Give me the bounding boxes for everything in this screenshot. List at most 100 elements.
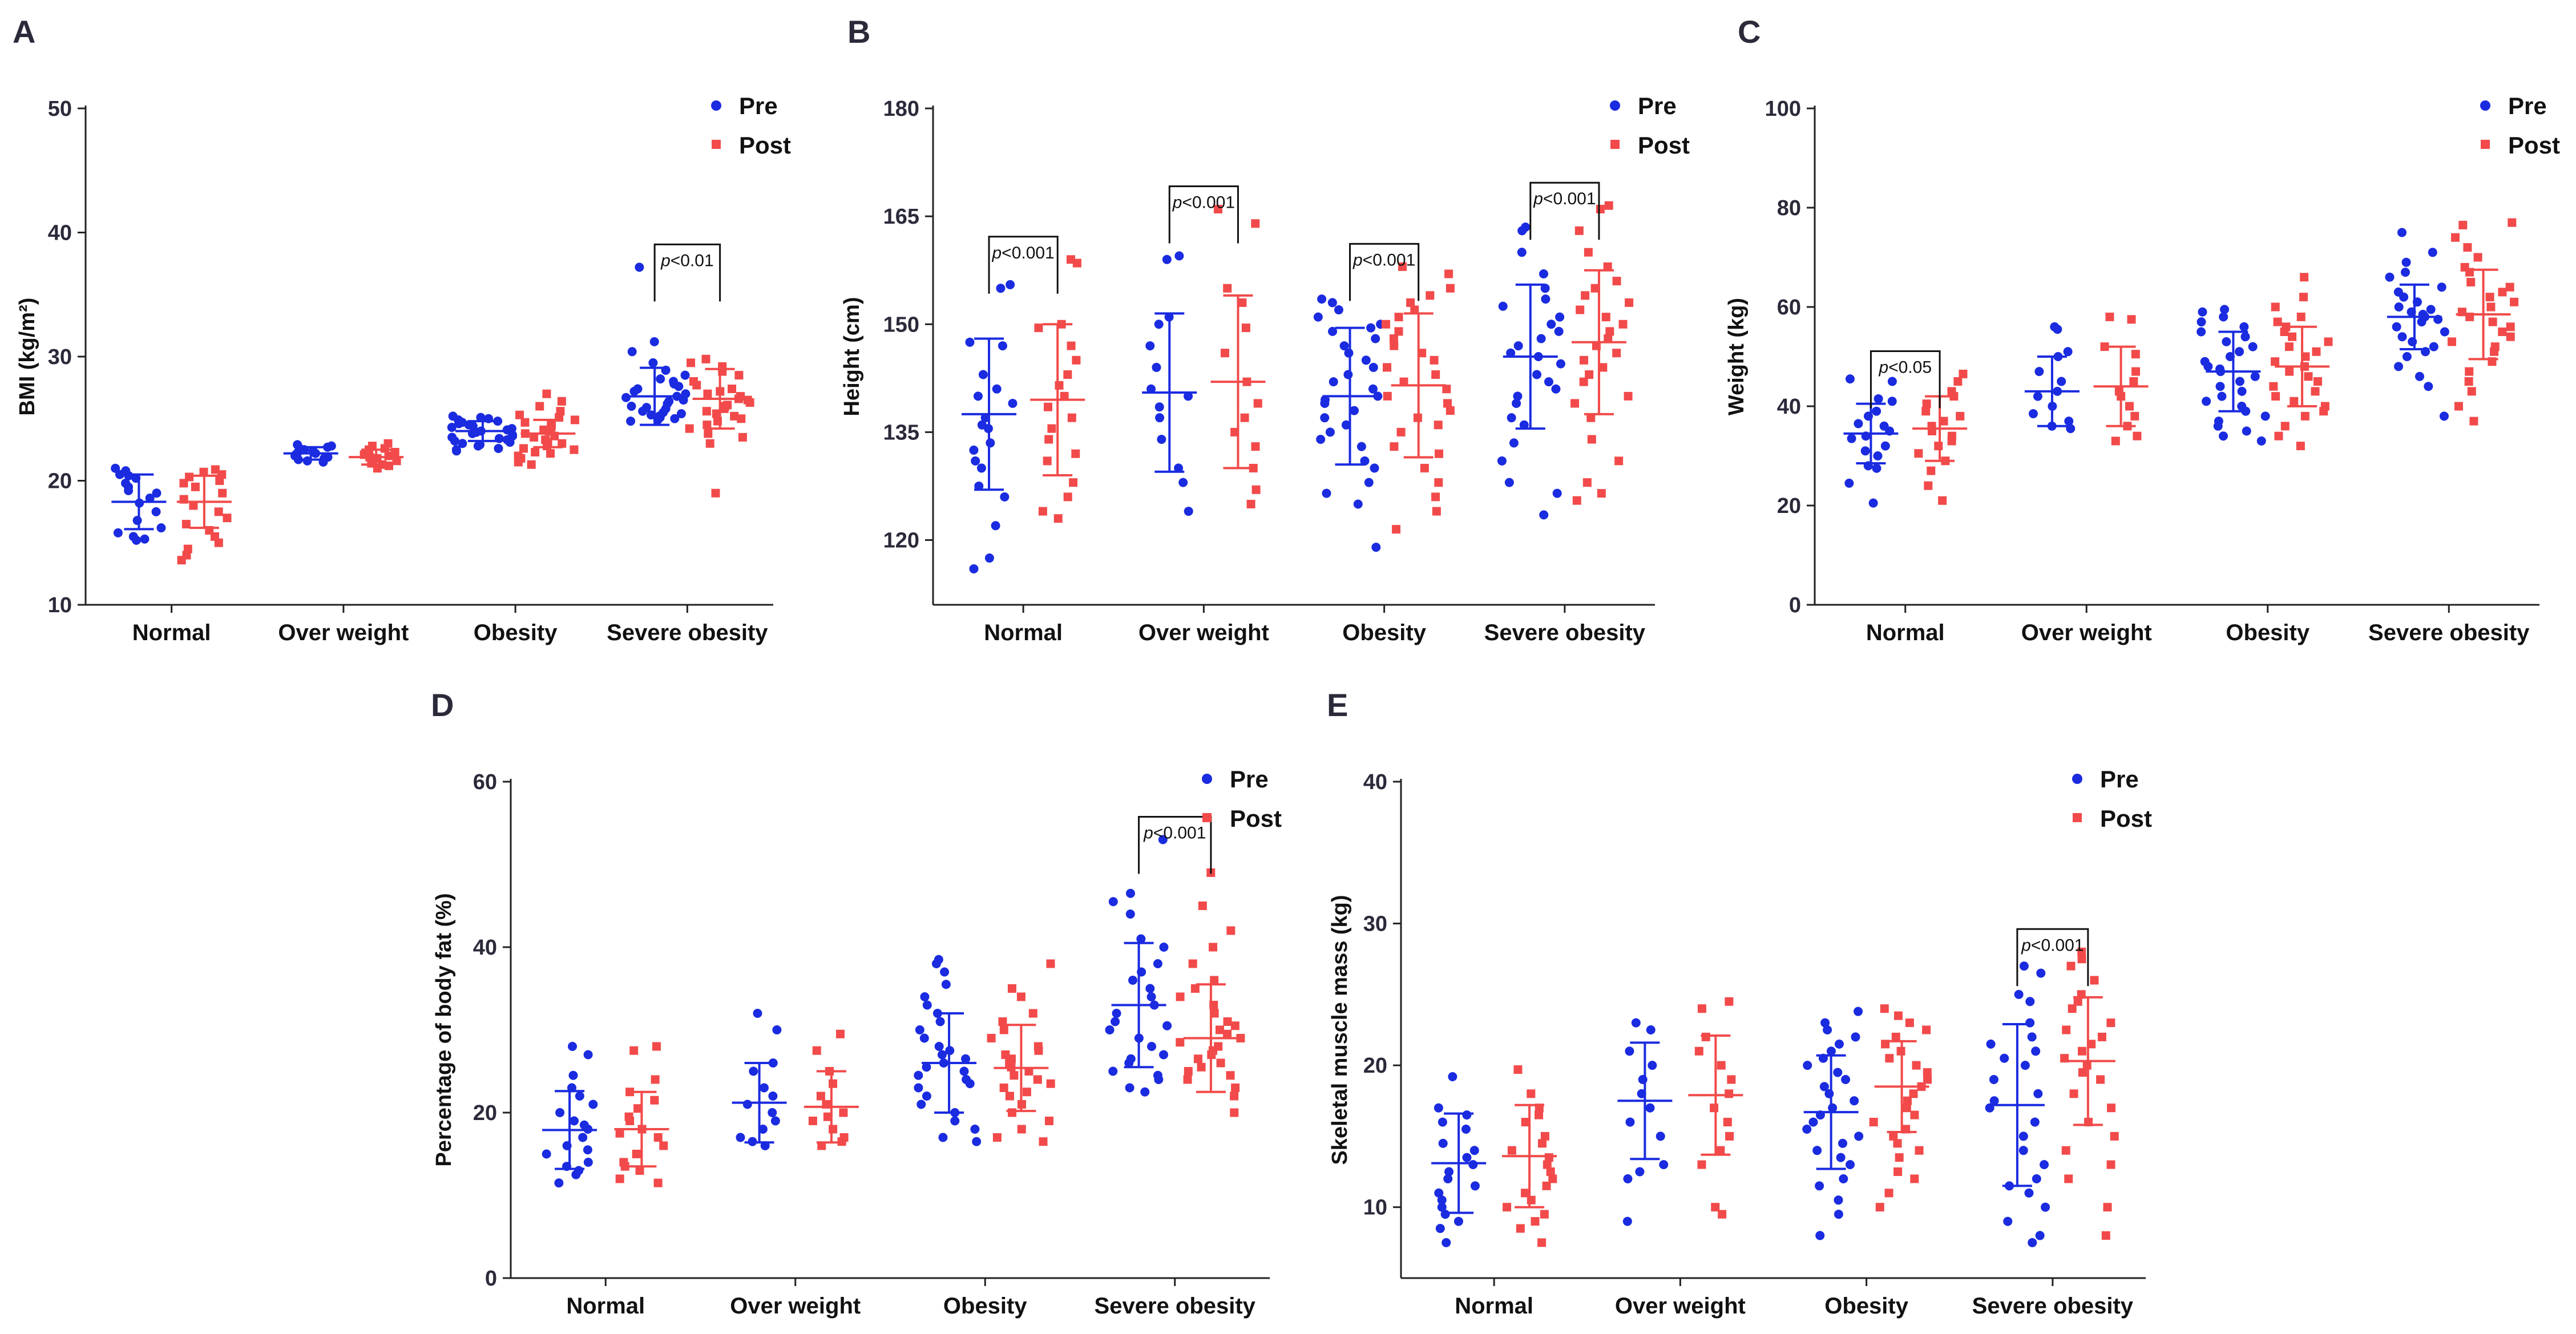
data-point-pre bbox=[1158, 835, 1168, 844]
data-point-post bbox=[1959, 369, 1968, 378]
legend-label-pre: Pre bbox=[2508, 92, 2547, 119]
data-point-pre bbox=[1645, 1103, 1655, 1113]
data-point-pre bbox=[1519, 420, 1529, 430]
data-point-pre bbox=[2401, 257, 2411, 267]
data-point-post bbox=[179, 479, 188, 488]
data-point-post bbox=[1604, 334, 1613, 343]
data-point-pre bbox=[1536, 334, 1546, 343]
data-point-pre bbox=[1834, 1210, 1843, 1219]
data-point-post bbox=[1572, 496, 1581, 505]
data-point-post bbox=[1223, 1017, 1232, 1026]
data-point-pre bbox=[914, 1070, 923, 1080]
data-point-post bbox=[1223, 1029, 1232, 1038]
data-point-post bbox=[2506, 332, 2515, 341]
data-point-pre bbox=[2392, 322, 2401, 332]
legend: Pre Post bbox=[1610, 92, 1690, 159]
data-point-pre bbox=[2197, 327, 2206, 337]
data-point-pre bbox=[542, 1149, 551, 1159]
data-point-pre bbox=[1155, 413, 1165, 423]
data-point-post bbox=[1198, 902, 1207, 910]
data-point-post bbox=[1406, 298, 1415, 307]
data-point-post bbox=[1381, 320, 1390, 329]
data-point-pre bbox=[970, 1125, 980, 1134]
data-point-post bbox=[1938, 496, 1947, 505]
data-point-post bbox=[1246, 499, 1255, 508]
data-point-post bbox=[1701, 1032, 1710, 1041]
data-point-pre bbox=[156, 523, 166, 533]
data-point-post bbox=[1249, 463, 1258, 472]
data-point-pre bbox=[323, 442, 333, 452]
data-point-pre bbox=[2399, 292, 2409, 302]
data-point-post bbox=[1442, 385, 1451, 394]
data-point-post bbox=[2101, 1231, 2110, 1240]
data-point-pre bbox=[1140, 1087, 1150, 1097]
data-point-post bbox=[1717, 1061, 1726, 1070]
data-point-post bbox=[2448, 337, 2457, 346]
data-point-post bbox=[2505, 282, 2514, 292]
data-point-post bbox=[659, 1141, 668, 1150]
data-point-post bbox=[530, 432, 539, 442]
data-point-post bbox=[1176, 992, 1185, 1001]
data-point-post bbox=[1446, 406, 1455, 415]
data-point-post bbox=[1410, 305, 1419, 314]
data-point-post bbox=[1039, 1137, 1048, 1146]
data-point-pre bbox=[1329, 377, 1338, 387]
data-point-post bbox=[1521, 1118, 1530, 1127]
data-point-post bbox=[1934, 442, 1943, 451]
data-point-post bbox=[1582, 478, 1592, 487]
data-point-pre bbox=[2439, 411, 2449, 421]
data-point-post bbox=[1046, 1079, 1055, 1088]
data-point-pre bbox=[1006, 280, 1015, 289]
x-tick-label: Severe obesity bbox=[1484, 620, 1646, 645]
data-point-pre bbox=[1509, 438, 1519, 448]
data-point-pre bbox=[980, 413, 990, 423]
x-tick-label: Over weight bbox=[1615, 1293, 1746, 1319]
data-point-pre bbox=[1808, 1117, 1818, 1127]
data-point-pre bbox=[638, 406, 648, 416]
legend: Pre Post bbox=[711, 92, 791, 159]
data-point-post bbox=[218, 488, 227, 498]
data-point-pre bbox=[1438, 1117, 1447, 1127]
data-point-post bbox=[2285, 367, 2294, 376]
data-point-post bbox=[1895, 1153, 1904, 1162]
data-point-pre bbox=[505, 438, 515, 447]
data-point-pre bbox=[1371, 334, 1380, 343]
x-tick-label: Normal bbox=[1866, 620, 1945, 645]
data-point-post bbox=[1953, 377, 1963, 386]
data-point-pre bbox=[1887, 377, 1897, 386]
data-point-post bbox=[1005, 1092, 1014, 1101]
data-point-pre bbox=[1512, 398, 1521, 408]
data-point-pre bbox=[570, 1116, 579, 1126]
data-point-pre bbox=[1854, 1131, 1864, 1141]
data-point-pre bbox=[2198, 307, 2207, 317]
significance-bracket bbox=[1870, 350, 1941, 409]
data-point-post bbox=[987, 1034, 996, 1042]
data-point-post bbox=[652, 1042, 661, 1051]
data-point-pre bbox=[1341, 420, 1351, 430]
data-point-post bbox=[1718, 1210, 1727, 1219]
data-point-pre bbox=[1136, 934, 1146, 944]
data-point-pre bbox=[770, 1116, 780, 1126]
x-tick-label: Obesity bbox=[1342, 620, 1426, 645]
x-tick-label: Normal bbox=[1455, 1293, 1533, 1319]
data-point-post bbox=[2274, 431, 2283, 440]
data-point-pre bbox=[919, 1033, 929, 1043]
data-point-post bbox=[2311, 387, 2320, 396]
data-point-post bbox=[1576, 305, 1585, 314]
data-point-pre bbox=[2237, 386, 2247, 396]
y-tick-label: 60 bbox=[1777, 296, 1801, 320]
data-point-pre bbox=[922, 1062, 931, 1072]
x-tick-label: Obesity bbox=[474, 620, 558, 645]
data-point-pre bbox=[1162, 254, 1172, 264]
data-point-pre bbox=[2428, 248, 2437, 257]
data-point-pre bbox=[1824, 1089, 1834, 1098]
data-point-post bbox=[1016, 992, 1025, 1001]
y-tick-label: 0 bbox=[1789, 593, 1801, 617]
data-point-post bbox=[653, 1178, 663, 1187]
data-point-pre bbox=[1834, 1039, 1844, 1049]
data-point-pre bbox=[1656, 1131, 1665, 1141]
data-point-pre bbox=[1826, 1046, 1836, 1056]
data-point-post bbox=[1884, 1189, 1893, 1198]
data-point-pre bbox=[992, 384, 1002, 394]
data-point-pre bbox=[2219, 312, 2228, 322]
